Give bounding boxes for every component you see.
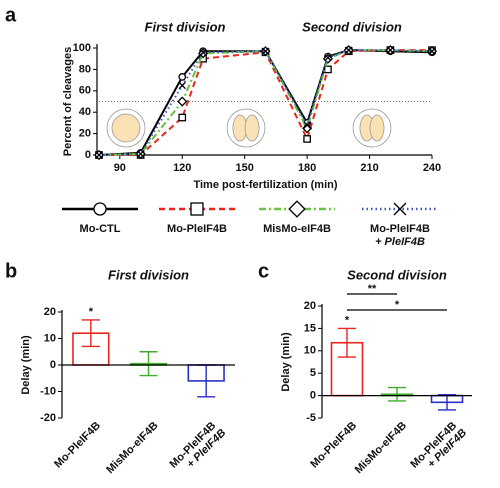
x-tick-label: MisMo-eIF4B — [104, 420, 160, 476]
x-tick-label: 240 — [423, 162, 441, 174]
marker — [302, 123, 313, 134]
marker — [136, 150, 145, 158]
marker — [428, 47, 436, 55]
y-tick-label: 15 — [304, 322, 316, 334]
y-tick-label: 0 — [310, 390, 316, 402]
marker — [261, 47, 270, 55]
series-line — [98, 49, 433, 156]
y-axis-label: Delay (min) — [20, 335, 32, 395]
x-tick-label: 90 — [114, 162, 126, 174]
x-tick-label: MisMo-eIF4B — [353, 420, 409, 476]
egg-icon — [226, 108, 266, 148]
marker — [93, 202, 107, 216]
y-tick-label: 80 — [79, 63, 91, 75]
marker — [197, 48, 209, 59]
marker — [393, 202, 407, 216]
marker — [95, 151, 103, 159]
significance: * — [395, 299, 400, 311]
legend-label: Mo-PleIF4B + PleIF4B — [370, 223, 430, 248]
y-tick-label: 20 — [44, 306, 56, 318]
error-bar — [139, 351, 158, 377]
y-tick-label: 20 — [304, 300, 316, 312]
y-tick-label: 10 — [304, 345, 316, 357]
marker — [178, 81, 186, 90]
marker — [322, 53, 334, 64]
chart-title: First division — [108, 267, 189, 282]
marker — [303, 121, 311, 129]
marker — [303, 135, 311, 143]
marker — [199, 48, 207, 56]
y-tick-label: 0 — [50, 359, 56, 371]
error-bar — [388, 386, 406, 402]
legend-label: Mo-PleIF4B — [167, 223, 227, 235]
cell-icons — [106, 108, 392, 148]
marker — [190, 202, 204, 216]
x-tick-label: Mo-PleIF4B — [308, 420, 359, 471]
y-tick-label: 60 — [79, 85, 91, 97]
marker — [177, 96, 188, 107]
significance: * — [89, 306, 94, 318]
egg-icon — [352, 108, 392, 148]
marker — [324, 65, 332, 74]
error-bar — [338, 327, 356, 358]
panel-letter: c — [258, 260, 269, 282]
series-line — [98, 49, 433, 156]
y-tick-label: -10 — [40, 385, 56, 397]
y-tick-label: 100 — [73, 42, 91, 54]
x-tick-label: Mo-PleIF4B — [52, 420, 103, 471]
legend-label: MisMo-eIF4B — [263, 223, 331, 235]
y-tick-label: -20 — [40, 412, 56, 424]
y-tick-label: 0 — [85, 149, 91, 161]
subtitle: Second division — [302, 19, 402, 34]
marker — [345, 46, 353, 54]
x-tick-label: 210 — [360, 162, 378, 174]
x-tick-label: Mo-PleIF4B+ PleIF4B — [167, 418, 228, 479]
panel-letter: a — [5, 4, 17, 26]
x-tick-label: 150 — [236, 162, 254, 174]
error-bar — [438, 394, 456, 411]
marker — [178, 113, 187, 122]
egg-icon — [369, 114, 385, 142]
legend-label: Mo-CTL — [80, 223, 121, 235]
x-tick-label: 180 — [298, 162, 316, 174]
series-line — [98, 49, 433, 156]
x-tick-label: 120 — [173, 162, 191, 174]
y-axis-label: Delay (min) — [280, 332, 292, 392]
y-tick-label: -5 — [306, 412, 316, 424]
marker — [288, 200, 306, 218]
y-tick-label: 10 — [44, 332, 56, 344]
marker — [324, 53, 332, 62]
y-tick-label: 5 — [310, 367, 316, 379]
y-axis-label: Percent of cleavages — [62, 47, 74, 156]
egg-icon — [244, 114, 260, 142]
marker — [386, 46, 395, 54]
significance: * — [345, 314, 350, 326]
x-tick-label: Mo-PleIF4B+ PleIF4B — [408, 418, 469, 479]
error-bar — [81, 319, 100, 348]
significance: ** — [368, 283, 377, 295]
marker — [178, 73, 187, 81]
y-tick-label: 20 — [79, 128, 91, 140]
egg-icon — [111, 113, 141, 143]
chart-title: Second division — [347, 267, 447, 282]
subtitle: First division — [145, 19, 226, 34]
y-tick-label: 40 — [79, 106, 91, 118]
x-axis-label: Time post-fertilization (min) — [193, 179, 337, 191]
egg-icon — [106, 108, 146, 148]
panel-letter: b — [5, 260, 17, 282]
